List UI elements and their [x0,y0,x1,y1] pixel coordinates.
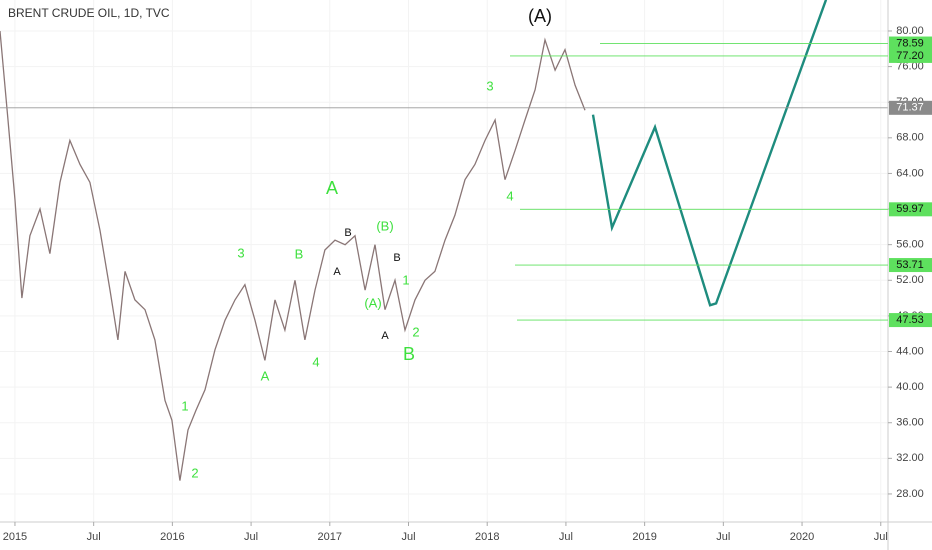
y-tick-label: 32.00 [896,452,924,464]
y-tick-label: 40.00 [896,381,924,393]
x-tick-label: 2017 [318,531,342,543]
y-tick-label: 80.00 [896,25,924,37]
x-tick-label: Jul [401,531,415,543]
y-tick-label: 44.00 [896,345,924,357]
x-tick-label: Jul [716,531,730,543]
annotation: 1 [181,398,188,413]
y-tick-label: 56.00 [896,239,924,251]
annotation: B [403,344,415,364]
annotation: 3 [237,245,244,260]
levels [510,43,888,321]
y-tick-label: 36.00 [896,417,924,429]
price-line [0,30,586,481]
annotations: (A) A 3 B A 4 1 2 B A (B) (A) B A 1 2 B … [181,6,552,481]
level-box [889,48,932,63]
annotation: B [295,246,304,261]
annotation: A [381,330,389,342]
x-tick-label: Jul [874,531,888,543]
annotation: 1 [402,272,409,287]
x-tick-label: 2020 [790,531,814,543]
level-box [889,313,932,328]
level-label: 53.71 [896,259,924,271]
annotation: 3 [486,78,493,93]
y-tick-label: 64.00 [896,167,924,179]
level-label: 77.20 [896,50,924,62]
last-price-box [889,100,932,115]
annotation: 2 [191,465,198,480]
y-tick-label: 52.00 [896,274,924,286]
last-price-label: 71.37 [896,102,924,114]
level-label: 59.97 [896,203,924,215]
annotation: A [326,178,338,198]
annotation: (A) [528,6,552,26]
annotation: A [261,368,270,383]
grid [0,0,888,522]
y-tick-label: 76.00 [896,61,924,73]
level-label: 47.53 [896,314,924,326]
annotation: 2 [412,324,419,339]
level-box [889,202,932,217]
level-box [889,36,932,51]
x-tick-label: 2018 [475,531,499,543]
axis-labels: 28.0032.0036.0040.0044.0048.0052.0056.00… [3,25,932,543]
x-tick-label: 2016 [160,531,184,543]
y-tick-label: 68.00 [896,132,924,144]
chart-title: BRENT CRUDE OIL, 1D, TVC [8,6,170,20]
annotation: A [333,266,341,278]
x-tick-label: Jul [87,531,101,543]
plot [0,0,888,481]
annotation: (B) [376,218,393,233]
annotation: (A) [364,295,381,310]
x-tick-label: 2015 [3,531,27,543]
level-box [889,258,932,273]
x-tick-label: Jul [244,531,258,543]
annotation: B [344,227,351,239]
annotation: 4 [506,188,513,203]
x-tick-label: 2019 [632,531,656,543]
forecast-line [591,0,828,307]
annotation: 4 [312,354,319,369]
annotation: B [393,252,400,264]
level-label: 78.59 [896,37,924,49]
x-tick-label: Jul [559,531,573,543]
y-tick-label: 28.00 [896,488,924,500]
